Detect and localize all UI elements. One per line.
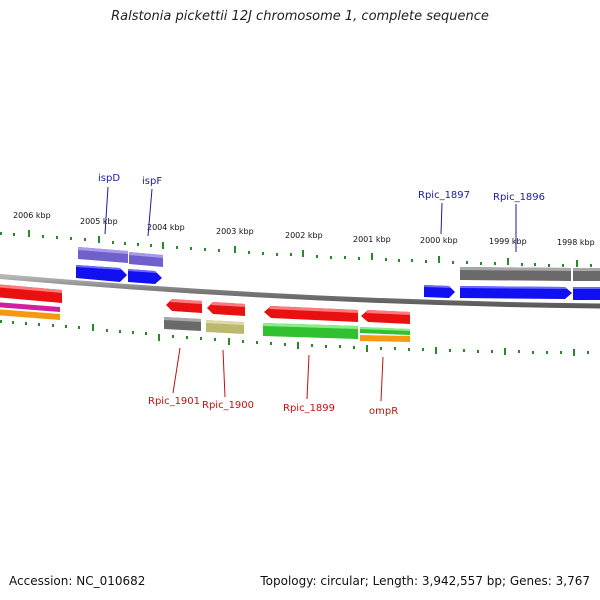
bottom-strand-features (164, 299, 410, 342)
gene-ompR-orange[interactable] (360, 335, 410, 342)
tick-label-2006: 2006 kbp (13, 211, 51, 220)
tick-label-2004: 2004 kbp (147, 223, 185, 232)
gene-Rpic_1897[interactable] (424, 285, 455, 298)
tick-label-2003: 2003 kbp (216, 227, 254, 236)
outer-scale-ruler (0, 230, 592, 267)
tick-label-1999: 1999 kbp (489, 237, 527, 246)
gene-label-Rpic_1899[interactable]: Rpic_1899 (283, 403, 335, 414)
leader-ompR (380, 356, 384, 402)
tick-label-2002: 2002 kbp (285, 231, 323, 240)
accession-text: Accession: NC_010682 (9, 574, 146, 588)
leader-Rpic_1899 (306, 354, 310, 400)
gene-label-ispF[interactable]: ispF (142, 176, 162, 187)
gene-magenta-left[interactable] (0, 302, 60, 312)
genome-summary-text: Topology: circular; Length: 3,942,557 bp… (260, 574, 590, 588)
gene-label-Rpic_1900[interactable]: Rpic_1900 (202, 400, 254, 411)
gene-label-Rpic_1901[interactable]: Rpic_1901 (148, 396, 200, 407)
tick-label-2000: 2000 kbp (420, 236, 458, 245)
top-strand-features (76, 247, 600, 300)
top-gene-labels: ispD ispF Rpic_1897 Rpic_1896 (98, 173, 545, 252)
gene-Rpic_1896[interactable] (460, 286, 572, 299)
tick-label-1998: 1998 kbp (557, 238, 595, 247)
gene-label-Rpic_1896[interactable]: Rpic_1896 (493, 192, 545, 203)
leader-ispF (147, 188, 153, 237)
scale-tick-labels: 2006 kbp 2005 kbp 2004 kbp 2003 kbp 2002… (13, 211, 595, 247)
inner-scale-ruler (0, 320, 589, 356)
leader-Rpic_1900 (222, 349, 226, 398)
gene-orange-left[interactable] (0, 309, 60, 320)
gene-label-ompR[interactable]: ompR (369, 406, 398, 417)
tick-label-2005: 2005 kbp (80, 217, 118, 226)
leader-Rpic_1897 (440, 202, 443, 235)
tick-label-2001: 2001 kbp (353, 235, 391, 244)
leader-ispD (104, 186, 109, 235)
gene-gray-top-2[interactable] (573, 268, 600, 281)
gene-label-Rpic_1897[interactable]: Rpic_1897 (418, 190, 470, 201)
bottom-gene-labels: Rpic_1901 Rpic_1900 Rpic_1899 ompR (148, 347, 398, 417)
chromosome-backbone (0, 273, 600, 309)
gene-blue-right-edge[interactable] (573, 287, 600, 300)
left-feature-stack (0, 284, 62, 320)
leader-Rpic_1901 (172, 347, 181, 394)
map-title: Ralstonia pickettii 12J chromosome 1, co… (111, 9, 489, 24)
gene-label-ispD[interactable]: ispD (98, 173, 120, 184)
